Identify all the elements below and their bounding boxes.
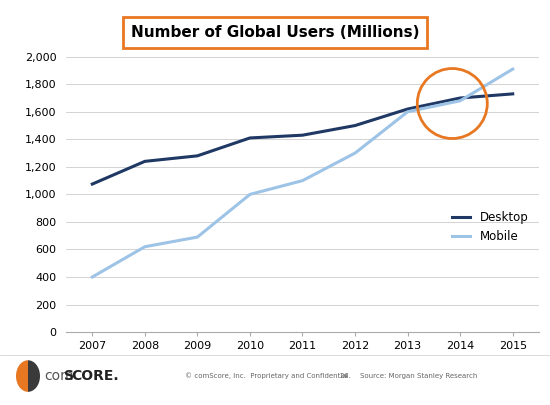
Mobile bbox=[194, 234, 201, 239]
Desktop bbox=[246, 136, 253, 141]
Mobile bbox=[457, 98, 464, 103]
Text: © comScore, Inc.  Proprietary and Confidential.: © comScore, Inc. Proprietary and Confide… bbox=[185, 373, 351, 379]
Desktop bbox=[352, 123, 359, 128]
Mobile bbox=[404, 109, 411, 114]
Desktop bbox=[194, 153, 201, 158]
Mobile bbox=[509, 67, 516, 72]
Wedge shape bbox=[16, 360, 28, 392]
Text: Source: Morgan Stanley Research: Source: Morgan Stanley Research bbox=[360, 373, 477, 379]
Line: Desktop: Desktop bbox=[92, 94, 513, 184]
Desktop bbox=[299, 133, 306, 138]
Text: com: com bbox=[44, 369, 74, 383]
Wedge shape bbox=[28, 360, 40, 392]
Text: CORE.: CORE. bbox=[71, 369, 119, 383]
Mobile bbox=[89, 275, 96, 279]
Line: Mobile: Mobile bbox=[92, 69, 513, 277]
Mobile bbox=[246, 192, 253, 197]
Desktop bbox=[141, 159, 148, 164]
Mobile bbox=[352, 151, 359, 156]
Desktop bbox=[89, 181, 96, 186]
Legend: Desktop, Mobile: Desktop, Mobile bbox=[448, 207, 533, 248]
Desktop bbox=[509, 92, 516, 96]
Mobile bbox=[141, 244, 148, 249]
Text: 24: 24 bbox=[340, 373, 349, 379]
Text: S: S bbox=[64, 369, 74, 383]
Desktop bbox=[404, 107, 411, 111]
Desktop bbox=[457, 96, 464, 100]
Text: Number of Global Users (Millions): Number of Global Users (Millions) bbox=[131, 25, 419, 40]
Mobile bbox=[299, 178, 306, 183]
